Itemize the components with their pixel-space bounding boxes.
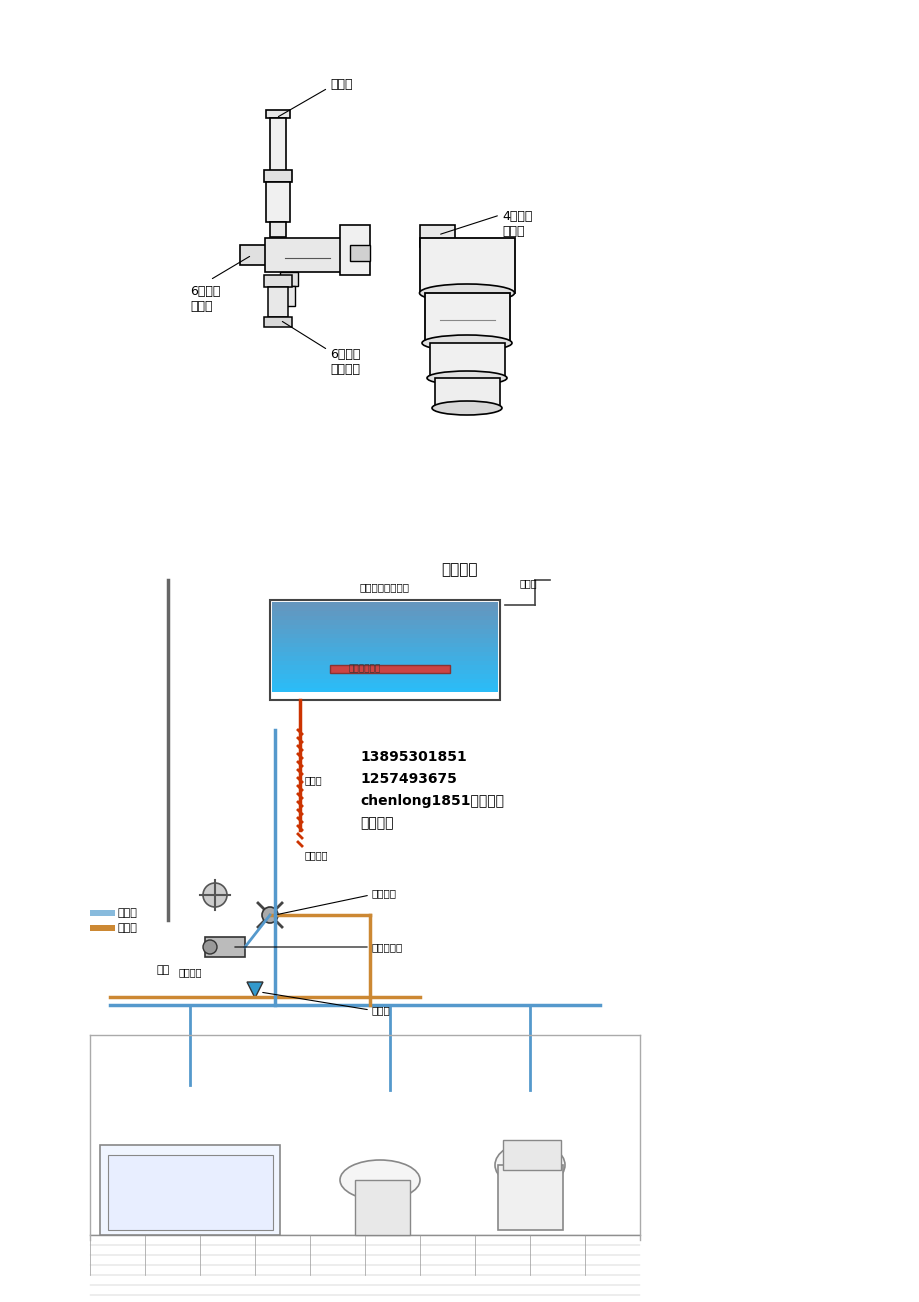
Bar xyxy=(269,118,286,178)
Bar xyxy=(349,245,369,260)
Bar xyxy=(272,638,497,642)
Bar xyxy=(264,171,291,182)
Bar xyxy=(272,665,497,669)
Ellipse shape xyxy=(419,284,514,302)
Bar xyxy=(90,910,115,917)
Bar xyxy=(265,238,345,272)
Bar xyxy=(269,223,286,237)
Bar xyxy=(272,674,497,678)
Text: 冷水: 冷水 xyxy=(156,965,169,975)
Bar xyxy=(272,647,497,651)
Bar xyxy=(108,1155,273,1230)
Text: 上下水管: 上下水管 xyxy=(305,850,328,861)
Text: 排气管: 排气管 xyxy=(519,578,537,589)
Text: 1257493675: 1257493675 xyxy=(359,772,457,786)
Bar xyxy=(420,238,515,293)
Ellipse shape xyxy=(494,1142,564,1187)
Bar xyxy=(503,1141,561,1170)
Bar xyxy=(272,625,497,629)
Bar xyxy=(355,1180,410,1236)
Bar xyxy=(279,272,298,286)
Bar xyxy=(272,629,497,634)
Bar xyxy=(435,378,499,408)
Ellipse shape xyxy=(340,1160,420,1200)
Bar xyxy=(497,1165,562,1230)
Ellipse shape xyxy=(422,335,512,352)
Bar xyxy=(272,611,497,616)
Text: 电热管: 电热管 xyxy=(305,775,323,785)
Bar xyxy=(272,616,497,620)
Text: 加水球阀: 加水球阀 xyxy=(371,888,397,898)
Circle shape xyxy=(262,907,278,923)
Bar xyxy=(272,620,497,625)
Text: chenlong1851阴里巴巴: chenlong1851阴里巴巴 xyxy=(359,794,504,809)
Circle shape xyxy=(203,940,217,954)
Bar xyxy=(272,642,497,647)
Text: 产品简图: 产品简图 xyxy=(441,562,478,578)
Text: 阴里旺旺: 阴里旺旺 xyxy=(359,816,393,829)
Bar xyxy=(264,275,291,286)
Bar xyxy=(340,225,369,275)
Bar xyxy=(266,182,289,223)
Bar xyxy=(272,678,497,684)
Text: 调节丝: 调节丝 xyxy=(330,78,352,91)
Bar xyxy=(272,634,497,638)
Bar xyxy=(272,684,497,687)
Polygon shape xyxy=(246,982,263,999)
Bar xyxy=(267,286,288,316)
Bar xyxy=(429,342,505,378)
Bar xyxy=(272,687,497,691)
Bar xyxy=(269,600,499,700)
Bar xyxy=(205,937,244,957)
Bar xyxy=(272,602,497,607)
Bar xyxy=(272,660,497,665)
Text: 热水管: 热水管 xyxy=(118,923,138,934)
Text: 接自来水: 接自来水 xyxy=(178,967,201,976)
Text: 电辅助加热管: 电辅助加热管 xyxy=(348,664,380,673)
Text: 冷水管: 冷水管 xyxy=(118,907,138,918)
Text: 6分输出
接水筱: 6分输出 接水筱 xyxy=(190,285,221,312)
Bar xyxy=(420,225,455,247)
Bar xyxy=(264,316,291,327)
Ellipse shape xyxy=(432,401,502,415)
Bar xyxy=(330,665,449,673)
Text: 单向阀: 单向阀 xyxy=(371,1005,391,1016)
Bar xyxy=(272,651,497,656)
Text: 水位控制阀: 水位控制阀 xyxy=(371,943,403,952)
Ellipse shape xyxy=(426,371,506,385)
Circle shape xyxy=(203,883,227,907)
Bar xyxy=(240,245,267,266)
Text: 4分输出
接水筱: 4分输出 接水筱 xyxy=(502,210,532,238)
Bar xyxy=(272,669,497,674)
Text: 太阳能热水器水筱: 太阳能热水器水筱 xyxy=(359,582,410,592)
Bar xyxy=(283,286,295,306)
Bar xyxy=(272,607,497,611)
Text: 13895301851: 13895301851 xyxy=(359,750,466,764)
Bar xyxy=(90,924,115,931)
Bar xyxy=(425,293,509,342)
Bar xyxy=(272,656,497,660)
Bar xyxy=(100,1144,279,1236)
Bar xyxy=(266,109,289,118)
Text: 6分输入
接自来水: 6分输入 接自来水 xyxy=(330,348,360,376)
